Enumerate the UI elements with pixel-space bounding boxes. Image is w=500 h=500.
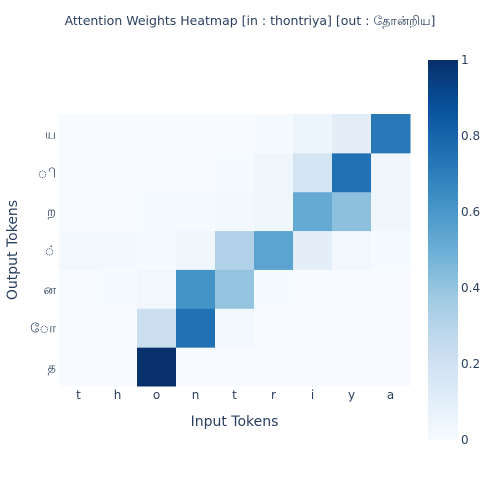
heatmap-cell xyxy=(332,114,372,154)
heatmap-cell xyxy=(254,191,294,232)
heatmap-cell xyxy=(176,347,216,387)
heatmap-cell xyxy=(254,269,294,309)
colorbar xyxy=(428,60,458,440)
heatmap-cell xyxy=(215,269,255,309)
x-tick-label: t xyxy=(232,388,237,402)
heatmap-cell xyxy=(332,269,372,309)
heatmap-cell xyxy=(215,114,255,154)
x-tick-label: o xyxy=(153,388,160,402)
heatmap-cell xyxy=(59,230,99,270)
heatmap-cell xyxy=(137,114,177,154)
heatmap-cell xyxy=(371,347,411,387)
heatmap-cell xyxy=(215,308,255,348)
heatmap-cell xyxy=(371,230,411,270)
heatmap-cell xyxy=(98,308,138,348)
heatmap-cell xyxy=(59,191,99,232)
heatmap-cell xyxy=(332,347,372,387)
y-tick-label: ி xyxy=(38,166,56,181)
x-tick-label: a xyxy=(387,388,394,402)
colorbar-tick-label: 0 xyxy=(461,433,469,447)
heatmap-cell xyxy=(176,308,216,348)
heatmap-cell xyxy=(254,114,294,154)
y-tick-label: ய xyxy=(45,127,56,142)
y-tick-label: ன xyxy=(43,283,56,298)
heatmap-cells xyxy=(59,114,411,387)
y-tick-label: ் xyxy=(44,244,56,259)
colorbar-tick-label: 0.6 xyxy=(461,205,480,219)
heatmap-cell xyxy=(293,230,333,270)
heatmap-cell xyxy=(98,152,138,193)
x-tick-label: n xyxy=(192,388,200,402)
heatmap-cell xyxy=(332,308,372,348)
heatmap-cell xyxy=(137,308,177,348)
colorbar-tick-label: 0.2 xyxy=(461,357,480,371)
heatmap-cell xyxy=(371,269,411,309)
heatmap-cell xyxy=(137,152,177,193)
heatmap-cell xyxy=(98,347,138,387)
heatmap-cell xyxy=(293,152,333,193)
heatmap-cell xyxy=(254,230,294,270)
heatmap-cell xyxy=(332,230,372,270)
heatmap-cell xyxy=(215,191,255,232)
heatmap-cell xyxy=(371,308,411,348)
heatmap-cell xyxy=(254,152,294,193)
heatmap-cell xyxy=(254,308,294,348)
heatmap-cell xyxy=(293,308,333,348)
heatmap-cell xyxy=(59,152,99,193)
y-tick-label: ோ xyxy=(30,322,56,337)
heatmap-cell xyxy=(293,269,333,309)
x-tick-label: y xyxy=(348,388,355,402)
y-tick-labels: தோ ன் றி ய xyxy=(30,127,56,375)
y-axis-title: Output Tokens xyxy=(5,200,21,300)
heatmap-cell xyxy=(371,114,411,154)
x-tick-label: i xyxy=(311,388,314,402)
heatmap-cell xyxy=(176,114,216,154)
colorbar-tick-label: 0.4 xyxy=(461,281,480,295)
y-tick-label: ற xyxy=(47,205,56,220)
heatmap-cell xyxy=(215,230,255,270)
heatmap-cell xyxy=(215,152,255,193)
heatmap-cell xyxy=(215,347,255,387)
x-tick-label: r xyxy=(271,388,276,402)
heatmap-cell xyxy=(59,347,99,387)
heatmap-cell xyxy=(59,269,99,309)
heatmap-cell xyxy=(98,269,138,309)
heatmap-cell xyxy=(293,191,333,232)
heatmap-cell xyxy=(98,191,138,232)
heatmap-cell xyxy=(137,347,177,387)
colorbar-tick-label: 1 xyxy=(461,53,469,67)
heatmap-cell xyxy=(98,114,138,154)
heatmap-cell xyxy=(254,347,294,387)
x-tick-label: h xyxy=(114,388,122,402)
heatmap-cell xyxy=(176,191,216,232)
heatmap-cell xyxy=(176,152,216,193)
heatmap-cell xyxy=(59,308,99,348)
heatmap-cell xyxy=(293,347,333,387)
heatmap-cell xyxy=(293,114,333,154)
heatmap-cell xyxy=(137,191,177,232)
heatmap-cell xyxy=(98,230,138,270)
chart-title: Attention Weights Heatmap [in : thontriy… xyxy=(65,13,436,28)
colorbar-tick-label: 0.8 xyxy=(461,129,480,143)
x-tick-label: t xyxy=(76,388,81,402)
x-axis-title: Input Tokens xyxy=(191,414,279,430)
heatmap-cell xyxy=(371,191,411,232)
heatmap-cell xyxy=(176,269,216,309)
heatmap-cell xyxy=(137,230,177,270)
heatmap-cell xyxy=(332,152,372,193)
heatmap-cell xyxy=(59,114,99,154)
heatmap-cell xyxy=(332,191,372,232)
heatmap-cell xyxy=(371,152,411,193)
y-tick-label: த xyxy=(48,361,56,376)
heatmap-cell xyxy=(176,230,216,270)
heatmap-cell xyxy=(137,269,177,309)
colorbar-tick-labels: 0 0.2 0.4 0.6 0.8 1 xyxy=(461,53,480,447)
